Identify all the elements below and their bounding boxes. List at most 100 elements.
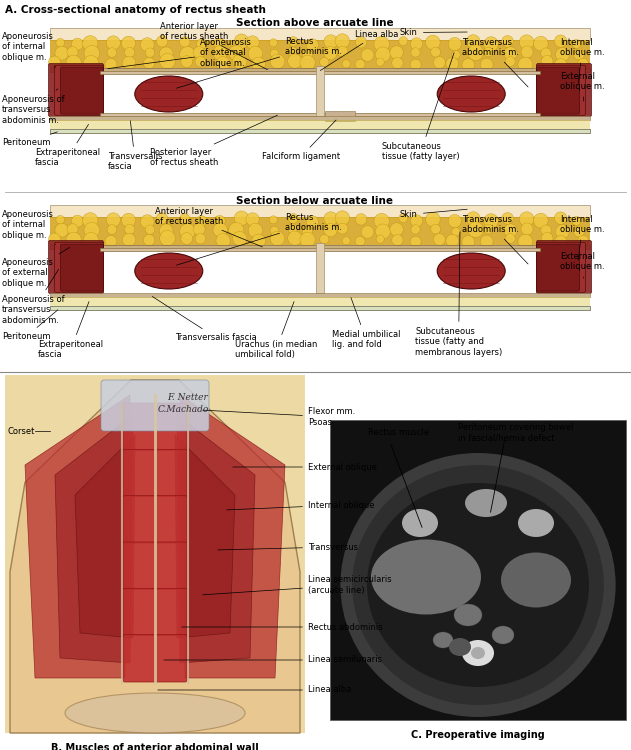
Circle shape xyxy=(505,233,516,244)
Circle shape xyxy=(355,214,367,225)
Circle shape xyxy=(484,37,498,51)
Circle shape xyxy=(572,217,581,226)
Circle shape xyxy=(143,235,155,246)
Circle shape xyxy=(143,58,155,69)
Circle shape xyxy=(180,46,196,62)
Circle shape xyxy=(555,35,567,47)
Circle shape xyxy=(410,59,421,70)
Text: Aponeurosis of
transversus
abdominis m.: Aponeurosis of transversus abdominis m. xyxy=(2,88,64,125)
FancyBboxPatch shape xyxy=(536,65,586,116)
Circle shape xyxy=(410,214,423,227)
FancyBboxPatch shape xyxy=(536,67,579,114)
Circle shape xyxy=(234,211,249,225)
Circle shape xyxy=(361,49,374,62)
Circle shape xyxy=(121,213,136,227)
Circle shape xyxy=(554,58,567,71)
Circle shape xyxy=(56,38,64,47)
Text: Internal oblique: Internal oblique xyxy=(227,500,375,510)
Circle shape xyxy=(484,224,493,234)
Circle shape xyxy=(107,213,121,226)
Text: Rectus muscle: Rectus muscle xyxy=(368,428,429,437)
Circle shape xyxy=(446,57,459,70)
Ellipse shape xyxy=(367,483,589,687)
Circle shape xyxy=(518,57,533,72)
Circle shape xyxy=(306,39,319,51)
Circle shape xyxy=(392,235,403,246)
Circle shape xyxy=(555,224,570,238)
Circle shape xyxy=(300,232,316,248)
Circle shape xyxy=(213,46,227,60)
Circle shape xyxy=(324,34,338,49)
Circle shape xyxy=(355,37,367,48)
Bar xyxy=(50,129,590,133)
Bar xyxy=(50,28,590,40)
Circle shape xyxy=(555,47,570,62)
Circle shape xyxy=(574,49,584,60)
Ellipse shape xyxy=(449,638,471,656)
Text: Flexor mm.
Psoas: Flexor mm. Psoas xyxy=(203,407,355,427)
Polygon shape xyxy=(55,415,133,663)
Circle shape xyxy=(121,36,136,50)
Ellipse shape xyxy=(433,632,453,648)
Text: External
oblique m.: External oblique m. xyxy=(560,72,604,101)
Circle shape xyxy=(375,47,391,62)
Circle shape xyxy=(56,215,64,224)
Circle shape xyxy=(361,226,374,238)
Ellipse shape xyxy=(437,253,505,289)
Circle shape xyxy=(572,40,581,49)
Circle shape xyxy=(578,58,589,69)
Ellipse shape xyxy=(340,453,616,717)
Circle shape xyxy=(411,225,420,234)
Circle shape xyxy=(181,56,192,68)
Text: External
oblique m.: External oblique m. xyxy=(560,252,604,278)
Text: Aponeurosis of
transversus
abdominis m.: Aponeurosis of transversus abdominis m. xyxy=(2,269,64,325)
Text: Linea alba: Linea alba xyxy=(158,686,351,694)
Circle shape xyxy=(55,46,69,60)
FancyBboxPatch shape xyxy=(49,64,103,116)
Text: Skin: Skin xyxy=(400,28,467,37)
Circle shape xyxy=(179,214,190,224)
Ellipse shape xyxy=(371,539,481,614)
Text: Anterior layer
of rectus sheath: Anterior layer of rectus sheath xyxy=(155,207,262,247)
FancyBboxPatch shape xyxy=(536,244,579,291)
Circle shape xyxy=(374,37,389,52)
Polygon shape xyxy=(10,380,300,733)
Circle shape xyxy=(233,55,247,69)
Text: C. Preoperative imaging: C. Preoperative imaging xyxy=(411,730,545,740)
Circle shape xyxy=(480,58,493,71)
Circle shape xyxy=(141,214,154,229)
Circle shape xyxy=(324,46,337,60)
Circle shape xyxy=(410,38,423,50)
Text: Section below arcuate line: Section below arcuate line xyxy=(237,196,394,206)
Circle shape xyxy=(156,36,168,47)
Text: Rectus
abdominis m.: Rectus abdominis m. xyxy=(177,213,342,266)
Circle shape xyxy=(160,47,173,61)
Circle shape xyxy=(124,47,135,58)
Circle shape xyxy=(448,214,461,227)
Circle shape xyxy=(252,234,266,248)
Bar xyxy=(330,420,626,720)
Text: Corset: Corset xyxy=(8,427,35,436)
Polygon shape xyxy=(177,415,255,663)
Text: Medial umbilical
lig. and fold: Medial umbilical lig. and fold xyxy=(332,298,401,350)
Circle shape xyxy=(337,46,348,57)
Circle shape xyxy=(468,222,483,238)
Circle shape xyxy=(324,224,337,237)
Circle shape xyxy=(252,57,266,71)
Circle shape xyxy=(49,56,61,68)
Circle shape xyxy=(107,48,117,57)
Circle shape xyxy=(179,37,190,47)
Circle shape xyxy=(181,232,192,244)
Circle shape xyxy=(468,45,483,61)
Circle shape xyxy=(83,36,98,51)
Polygon shape xyxy=(75,435,135,638)
Circle shape xyxy=(431,224,440,234)
Circle shape xyxy=(216,233,230,248)
Circle shape xyxy=(504,224,517,237)
Bar xyxy=(5,375,305,733)
Circle shape xyxy=(193,46,205,58)
Circle shape xyxy=(376,58,384,66)
Circle shape xyxy=(66,56,81,70)
Circle shape xyxy=(300,56,316,70)
Circle shape xyxy=(574,226,584,237)
